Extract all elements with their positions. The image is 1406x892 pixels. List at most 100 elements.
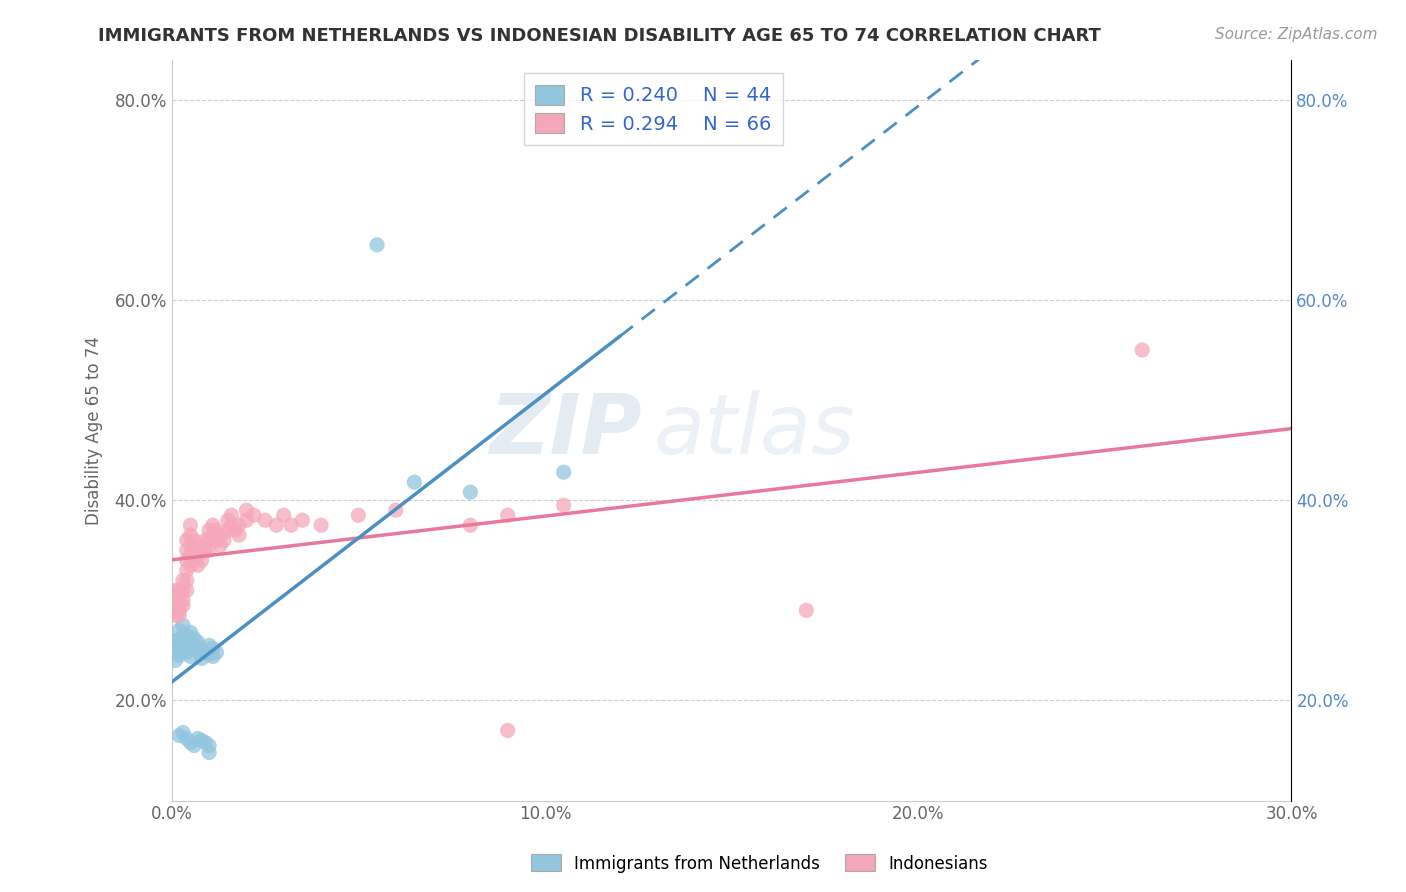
Point [183,543,205,558]
Point [176,628,198,642]
Point [496,508,519,523]
Point [201,641,224,656]
Text: atlas: atlas [654,390,855,471]
Point [165,583,187,598]
Point [165,608,187,623]
Point [167,583,190,598]
Point [366,238,388,252]
Point [1130,343,1153,357]
Point [190,641,212,656]
Point [167,729,190,743]
Point [264,518,287,533]
Point [217,513,239,527]
Point [179,558,201,573]
Point [198,533,221,548]
Point [404,475,426,490]
Point [198,746,221,760]
Point [179,549,201,563]
Point [209,528,232,542]
Point [165,653,187,667]
Point [167,593,190,607]
Point [176,645,198,659]
Point [172,599,194,613]
Point [183,553,205,567]
Point [179,528,201,542]
Point [165,633,187,648]
Point [194,543,217,558]
Point [179,538,201,552]
Point [183,533,205,548]
Point [167,624,190,638]
Point [167,648,190,663]
Point [172,725,194,739]
Point [176,731,198,746]
Point [198,739,221,753]
Point [167,608,190,623]
Point [309,518,332,533]
Point [179,649,201,664]
Point [243,508,266,523]
Point [172,618,194,632]
Point [187,549,209,563]
Point [194,645,217,659]
Point [172,574,194,588]
Point [183,739,205,753]
Point [172,583,194,598]
Point [179,633,201,648]
Y-axis label: Disability Age 65 to 74: Disability Age 65 to 74 [86,335,103,524]
Point [179,625,201,640]
Point [228,518,250,533]
Point [179,518,201,533]
Point [209,538,232,552]
Point [235,513,257,527]
Point [273,508,295,523]
Point [291,513,314,527]
Point [167,639,190,653]
Point [347,508,370,523]
Point [179,735,201,749]
Point [176,543,198,558]
Point [187,558,209,573]
Legend: R = 0.240    N = 44, R = 0.294    N = 66: R = 0.240 N = 44, R = 0.294 N = 66 [523,73,783,145]
Point [553,465,575,479]
Text: IMMIGRANTS FROM NETHERLANDS VS INDONESIAN DISABILITY AGE 65 TO 74 CORRELATION CH: IMMIGRANTS FROM NETHERLANDS VS INDONESIA… [98,27,1101,45]
Point [496,723,519,738]
Point [201,518,224,533]
Point [165,599,187,613]
Point [179,641,201,656]
Point [198,543,221,558]
Point [224,523,246,537]
Point [460,485,482,500]
Point [254,513,277,527]
Point [167,633,190,648]
Point [187,643,209,657]
Point [190,543,212,558]
Point [235,503,257,517]
Point [194,735,217,749]
Point [172,633,194,648]
Point [280,518,302,533]
Point [553,498,575,512]
Point [187,731,209,746]
Point [190,553,212,567]
Point [187,635,209,649]
Text: Source: ZipAtlas.com: Source: ZipAtlas.com [1215,27,1378,42]
Point [190,651,212,665]
Point [198,639,221,653]
Point [205,645,228,659]
Point [187,538,209,552]
Point [221,518,243,533]
Point [794,603,817,617]
Point [176,583,198,598]
Legend: Immigrants from Netherlands, Indonesians: Immigrants from Netherlands, Indonesians [524,847,994,880]
Point [205,533,228,548]
Point [201,528,224,542]
Point [176,574,198,588]
Point [384,503,406,517]
Point [176,563,198,577]
Point [228,528,250,542]
Point [165,643,187,657]
Point [167,599,190,613]
Point [167,603,190,617]
Point [198,648,221,662]
